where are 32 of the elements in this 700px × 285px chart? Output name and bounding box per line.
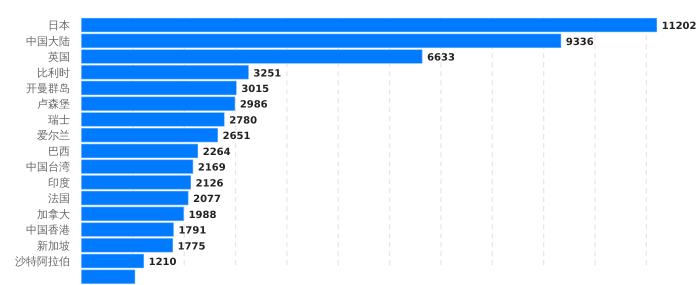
data-label: 2169 xyxy=(198,162,226,174)
y-tick-label: 中国大陆 xyxy=(26,34,70,48)
data-label: 11202 xyxy=(662,21,697,32)
y-tick-label: 沙特阿拉伯 xyxy=(15,255,70,268)
data-label: 2077 xyxy=(193,194,222,206)
y-tick-label: 中国台湾 xyxy=(26,160,70,174)
data-label: 1988 xyxy=(188,210,216,221)
y-tick-label: 巴西 xyxy=(48,144,70,158)
data-label: 6633 xyxy=(427,52,455,64)
y-tick-label: 新加坡 xyxy=(37,239,70,252)
data-label: 1210 xyxy=(148,257,177,268)
y-tick-label: 印度 xyxy=(48,176,70,190)
data-label: 3015 xyxy=(241,84,270,95)
y-tick-label: 比利时 xyxy=(37,66,70,80)
data-label: 2780 xyxy=(229,115,258,126)
y-tick-label: 加拿大 xyxy=(37,208,70,221)
y-tick-label: 爱尔兰 xyxy=(37,129,70,142)
data-label: 1775 xyxy=(178,241,206,252)
y-tick-label: 英国 xyxy=(48,50,70,64)
y-tick-label: 卢森堡 xyxy=(37,98,70,111)
y-tick-label: 中国香港 xyxy=(26,224,70,237)
data-label: 3251 xyxy=(253,68,282,80)
y-tick-label: 开曼群岛 xyxy=(26,82,70,95)
data-label: 1791 xyxy=(178,226,206,237)
data-label: 2264 xyxy=(202,146,231,158)
data-label: 2651 xyxy=(222,131,250,142)
data-label: 9336 xyxy=(566,36,594,48)
y-tick-label: 法国 xyxy=(48,192,70,206)
data-label: 2986 xyxy=(240,100,268,111)
y-tick-label: 日本 xyxy=(48,19,70,32)
data-label: 2126 xyxy=(196,178,224,190)
y-tick-label: 瑞士 xyxy=(48,113,70,126)
